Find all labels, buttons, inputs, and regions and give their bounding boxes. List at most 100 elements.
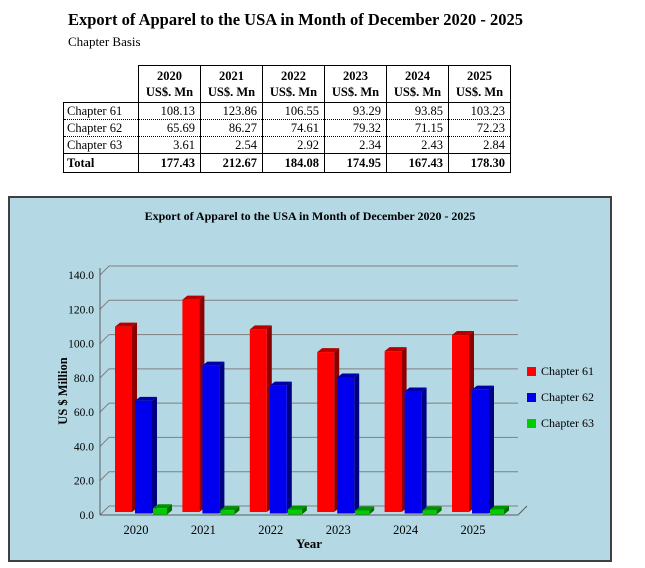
year-label: 2024 (405, 68, 430, 83)
legend-item-chapter63: Chapter 63 (527, 416, 594, 430)
cell-value: 71.15 (386, 119, 449, 137)
gridline (99, 402, 518, 413)
cell-value: 65.69 (138, 119, 201, 137)
gridline (99, 505, 518, 516)
legend-label: Chapter 61 (541, 363, 594, 378)
table-row-chapter62: Chapter 62 65.69 86.27 74.61 79.32 71.15… (63, 119, 511, 137)
cell-value: 93.85 (386, 102, 449, 120)
legend-label: Chapter 62 (541, 389, 594, 404)
y-tick-label: 60.0 (74, 407, 94, 419)
bar-chapter-61-2020 (115, 322, 137, 512)
cell-value: 177.43 (138, 153, 201, 173)
year-label: 2023 (343, 68, 368, 83)
bar-chapter-63-2024 (422, 506, 442, 515)
legend-item-chapter61: Chapter 61 (527, 364, 594, 378)
table-row-chapter63: Chapter 63 3.61 2.54 2.92 2.34 2.43 2.84 (63, 136, 511, 154)
bar-chapter-63-2025 (490, 505, 509, 515)
cell-value: 3.61 (138, 136, 201, 154)
cell-value: 93.29 (324, 102, 387, 120)
y-axis-title: US $ Million (56, 357, 70, 425)
year-label: 2021 (219, 68, 244, 83)
page-subtitle: Chapter Basis (68, 34, 141, 49)
x-tick-label: 2022 (258, 523, 283, 537)
table-row-total: Total 177.43 212.67 184.08 174.95 167.43… (63, 153, 511, 173)
unit-label: US$. Mn (455, 85, 504, 99)
floor-edge (100, 505, 528, 516)
bar-chapter-61-2021 (182, 295, 205, 512)
cell-value: 103.23 (448, 102, 511, 120)
bar-chapter-62-2024 (404, 387, 427, 514)
gridline (99, 265, 518, 276)
page-title: Export of Apparel to the USA in Month of… (68, 10, 523, 29)
table-header-2023: 2023 US$. Mn (324, 65, 387, 103)
year-label: 2020 (157, 68, 182, 83)
cell-value: 2.84 (448, 136, 511, 154)
x-tick-label: 2020 (124, 523, 149, 537)
bar-chart-panel: Export of Apparel to the USA in Month of… (8, 196, 612, 562)
cell-value: 167.43 (386, 153, 449, 173)
gridline (99, 436, 518, 447)
bar-chapter-63-2021 (220, 506, 240, 515)
legend-swatch-red (527, 366, 536, 376)
table-header-row: 2020 US$. Mn 2021 US$. Mn 2022 US$. Mn 2023… (64, 65, 511, 103)
cell-value: 2.54 (200, 136, 263, 154)
bar-chapter-63-2020 (153, 504, 172, 515)
y-tick-label: 0.0 (80, 510, 95, 522)
unit-label: US$. Mn (269, 85, 318, 99)
unit-label: US$. Mn (207, 85, 256, 99)
y-tick-label: 80.0 (74, 373, 94, 385)
bar-chapter-61-2022 (249, 325, 272, 512)
table-header-2024: 2024 US$. Mn (386, 65, 449, 103)
cell-value: 212.67 (200, 153, 263, 173)
cell-value: 2.34 (324, 136, 387, 154)
unit-label: US$. Mn (393, 85, 442, 99)
export-data-table: 2020 US$. Mn 2021 US$. Mn 2022 US$. Mn 2023… (63, 65, 511, 173)
cell-value: 184.08 (262, 153, 325, 173)
y-tick-label: 120.0 (68, 304, 94, 316)
bar-chapter-62-2023 (337, 373, 360, 514)
chart-title: Export of Apparel to the USA in Month of… (144, 209, 476, 223)
bar-chapter-62-2022 (269, 381, 292, 514)
year-label: 2025 (467, 68, 492, 83)
legend-label: Chapter 63 (541, 415, 594, 430)
cell-value: 86.27 (200, 119, 263, 137)
cell-value: 2.43 (386, 136, 449, 154)
gridline (99, 471, 518, 482)
chart-legend: Chapter 61 Chapter 62 Chapter 63 (527, 364, 594, 442)
x-tick-label: 2025 (461, 523, 486, 537)
year-label: 2022 (281, 68, 306, 83)
bar-chapter-63-2023 (355, 506, 375, 515)
y-tick-label: 140.0 (68, 270, 94, 282)
cell-value: 108.13 (138, 102, 201, 120)
legend-item-chapter62: Chapter 62 (527, 390, 594, 404)
x-tick-label: 2023 (326, 523, 351, 537)
unit-label: US$. Mn (145, 85, 194, 99)
x-tick-label: 2024 (393, 523, 419, 537)
cell-value: 2.92 (262, 136, 325, 154)
table-header-2020: 2020 US$. Mn (138, 65, 201, 103)
row-label: Total (63, 153, 139, 173)
gridline (99, 299, 518, 310)
x-axis-title: Year (296, 536, 322, 551)
x-tick-label: 2021 (191, 523, 216, 537)
table-header-2022: 2022 US$. Mn (262, 65, 325, 103)
cell-value: 174.95 (324, 153, 387, 173)
bar-chapter-62-2025 (472, 385, 494, 514)
legend-swatch-blue (527, 392, 536, 402)
row-label: Chapter 61 (63, 102, 139, 120)
table-header-2025: 2025 US$. Mn (448, 65, 511, 103)
row-label: Chapter 63 (63, 136, 139, 154)
cell-value: 178.30 (448, 153, 511, 173)
y-tick-label: 20.0 (74, 476, 94, 488)
bar-chapter-62-2020 (135, 396, 157, 514)
unit-label: US$. Mn (331, 85, 380, 99)
table-corner-cell (64, 66, 139, 103)
y-tick-label: 40.0 (74, 441, 94, 453)
gridline (99, 368, 518, 379)
legend-swatch-green (527, 418, 536, 428)
cell-value: 106.55 (262, 102, 325, 120)
bar-chapter-61-2023 (317, 348, 340, 512)
gridline (99, 334, 518, 344)
table-row-chapter61: Chapter 61 108.13 123.86 106.55 93.29 93… (63, 102, 511, 120)
bar-chapter-61-2024 (384, 347, 407, 512)
